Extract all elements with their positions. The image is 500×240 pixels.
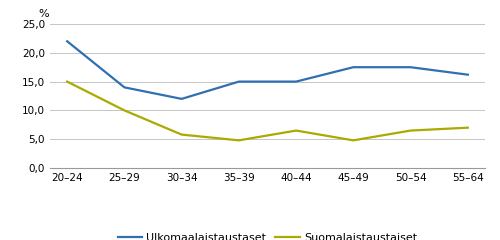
Suomalaistaustaiset <box>465 126 471 129</box>
Ulkomaalaistaustaset <box>293 80 299 83</box>
Suomalaistaustaiset <box>236 139 242 142</box>
Line: Suomalaistaustaiset: Suomalaistaustaiset <box>67 82 468 140</box>
Suomalaistaustaiset <box>293 129 299 132</box>
Ulkomaalaistaustaset <box>465 73 471 76</box>
Suomalaistaustaiset <box>64 80 70 83</box>
Suomalaistaustaiset <box>122 109 128 112</box>
Suomalaistaustaiset <box>350 139 356 142</box>
Ulkomaalaistaustaset <box>236 80 242 83</box>
Ulkomaalaistaustaset <box>122 86 128 89</box>
Ulkomaalaistaustaset <box>64 40 70 43</box>
Ulkomaalaistaustaset <box>350 66 356 69</box>
Text: %: % <box>38 9 49 19</box>
Ulkomaalaistaustaset <box>408 66 414 69</box>
Suomalaistaustaiset <box>408 129 414 132</box>
Ulkomaalaistaustaset <box>178 97 184 100</box>
Suomalaistaustaiset <box>178 133 184 136</box>
Legend: Ulkomaalaistaustaset, Suomalaistaustaiset: Ulkomaalaistaustaset, Suomalaistaustaise… <box>113 228 422 240</box>
Line: Ulkomaalaistaustaset: Ulkomaalaistaustaset <box>67 41 468 99</box>
